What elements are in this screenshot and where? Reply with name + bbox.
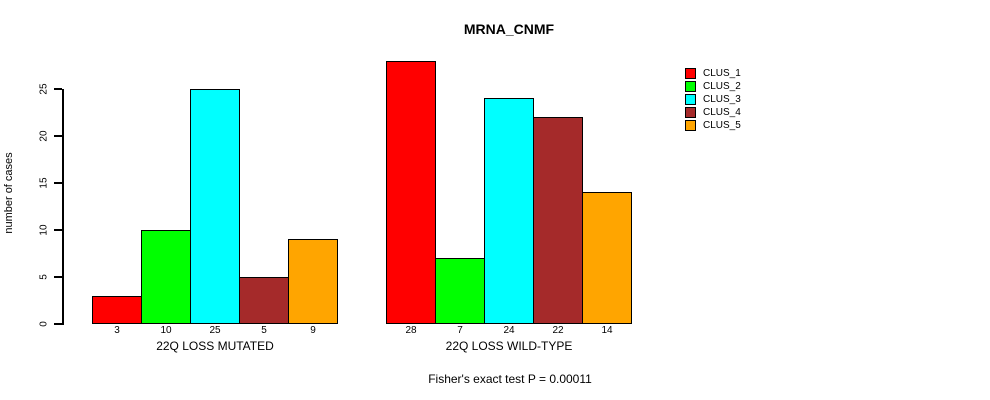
legend-item: CLUS_5: [685, 119, 741, 132]
legend-item: CLUS_1: [685, 67, 741, 80]
bar-value-label: 25: [209, 325, 221, 336]
bar-value-label: 24: [503, 325, 515, 336]
bar-value-label: 10: [160, 325, 172, 336]
legend-swatch: [685, 68, 696, 79]
legend-label: CLUS_5: [703, 120, 741, 131]
bar-clus_2-group2: [435, 258, 485, 324]
bar-value-label: 3: [114, 325, 120, 336]
y-tick: [54, 276, 62, 278]
bar-value-label: 7: [457, 325, 463, 336]
bar-value-label: 9: [310, 325, 316, 336]
legend-item: CLUS_2: [685, 80, 741, 93]
legend-swatch: [685, 107, 696, 118]
x-group-label: 22Q LOSS MUTATED: [156, 339, 274, 353]
bar-clus_3-group1: [190, 89, 240, 324]
bar-clus_1-group1: [92, 296, 142, 324]
chart-title: MRNA_CNMF: [463, 21, 555, 37]
bar-clus_5-group1: [288, 239, 338, 324]
y-tick-label: 5: [38, 274, 50, 280]
legend-item: CLUS_3: [685, 93, 741, 106]
legend-label: CLUS_1: [703, 68, 741, 79]
y-tick: [54, 88, 62, 90]
legend-swatch: [685, 120, 696, 131]
y-tick-label: 25: [38, 83, 50, 95]
chart-annotation: Fisher's exact test P = 0.00011: [428, 372, 592, 386]
bar-value-label: 28: [405, 325, 417, 336]
bar-clus_3-group2: [484, 98, 534, 324]
legend-swatch: [685, 81, 696, 92]
bar-value-label: 14: [601, 325, 613, 336]
y-tick-label: 10: [38, 224, 50, 236]
bar-clus_1-group2: [386, 61, 436, 324]
legend-label: CLUS_4: [703, 107, 741, 118]
y-tick: [54, 182, 62, 184]
y-axis-line: [62, 88, 64, 325]
bar-clus_4-group1: [239, 277, 289, 324]
bar-clus_2-group1: [141, 230, 191, 324]
legend-label: CLUS_2: [703, 81, 741, 92]
y-tick-label: 0: [38, 321, 50, 327]
y-tick-label: 20: [38, 130, 50, 142]
bar-clus_4-group2: [533, 117, 583, 324]
bar-value-label: 5: [261, 325, 267, 336]
bar-clus_5-group2: [582, 192, 632, 324]
y-tick: [54, 229, 62, 231]
x-group-label: 22Q LOSS WILD-TYPE: [445, 339, 573, 353]
y-tick-label: 15: [38, 177, 50, 189]
legend-label: CLUS_3: [703, 94, 741, 105]
y-axis-label: number of cases: [3, 152, 15, 234]
legend-swatch: [685, 94, 696, 105]
y-tick: [54, 135, 62, 137]
legend-item: CLUS_4: [685, 106, 741, 119]
bar-value-label: 22: [552, 325, 564, 336]
y-tick: [54, 323, 62, 325]
